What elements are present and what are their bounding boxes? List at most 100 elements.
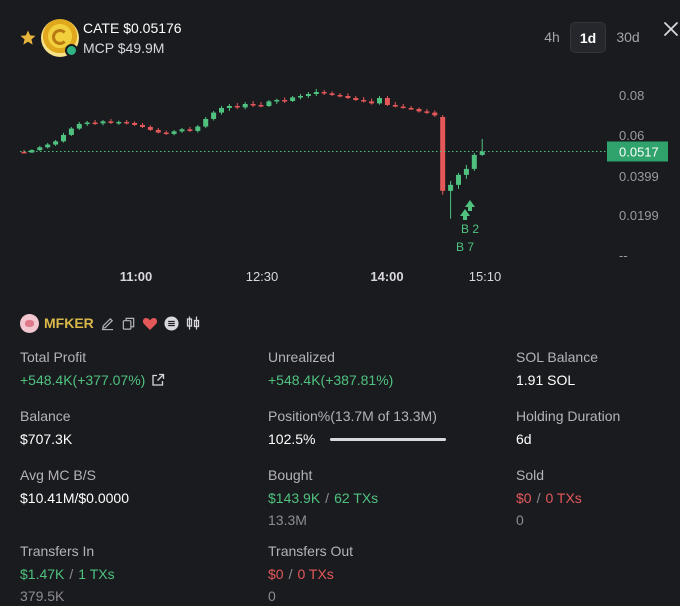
candle-body[interactable] [266, 101, 272, 106]
candle-body[interactable] [471, 154, 477, 169]
candle-body[interactable] [463, 168, 469, 175]
candle-body[interactable] [400, 106, 406, 109]
stat-holding-duration: Holding Duration 6d [516, 408, 621, 447]
stat-balance: Balance $707.3K [20, 408, 73, 447]
candle-body[interactable] [140, 124, 145, 127]
candle-body[interactable] [29, 150, 35, 153]
candle-body[interactable] [92, 122, 98, 125]
candle-body[interactable] [179, 129, 185, 132]
candle-body[interactable] [211, 112, 217, 119]
close-icon[interactable] [662, 20, 680, 38]
candle-body[interactable] [424, 111, 430, 113]
candle-body[interactable] [298, 95, 303, 98]
bought-sub: 13.3M [268, 512, 307, 528]
candle-body[interactable] [116, 121, 122, 124]
timeframe-4h[interactable]: 4h [544, 29, 560, 45]
candle-body[interactable] [313, 92, 319, 95]
trader-name[interactable]: MFKER [44, 315, 94, 331]
candle-body[interactable] [147, 126, 153, 130]
list-icon[interactable] [164, 315, 179, 331]
candle-body[interactable] [258, 104, 264, 107]
candle-body[interactable] [305, 94, 311, 96]
candle-body[interactable] [155, 129, 161, 133]
candle-body[interactable] [124, 121, 130, 124]
candle-body[interactable] [76, 123, 82, 129]
stat-bought: Bought $143.9K / 62 TXs 13.3M [268, 467, 379, 528]
candle-body[interactable] [234, 105, 240, 108]
candle-body[interactable] [45, 144, 51, 148]
current-price-label: 0.0517 [619, 145, 659, 160]
candle-body[interactable] [369, 101, 375, 104]
timeframe-30d[interactable]: 30d [616, 29, 640, 45]
candle-body[interactable] [416, 108, 422, 112]
x-tick-label: 15:10 [469, 269, 502, 284]
candle-body[interactable] [68, 128, 74, 135]
current-price-tag [607, 141, 668, 162]
candle-body[interactable] [108, 121, 114, 123]
candle-body[interactable] [84, 122, 90, 125]
candle-body[interactable] [61, 134, 66, 142]
candle-body[interactable] [171, 131, 177, 134]
candle-body[interactable] [219, 107, 224, 113]
stat-unrealized: Unrealized +548.4K(+387.81%) [268, 349, 394, 388]
stat-avg-mc: Avg MC B/S $10.41M/$0.0000 [20, 467, 129, 506]
candle-body[interactable] [392, 104, 398, 107]
unrealized-value: +548.4K(+387.81%) [268, 372, 394, 388]
candle-body[interactable] [37, 147, 43, 151]
stat-sold: Sold $0 / 0 TXs 0 [516, 467, 582, 528]
candle-body[interactable] [448, 184, 454, 191]
candle-body[interactable] [329, 93, 335, 95]
candle-body[interactable] [456, 174, 461, 185]
candle-body[interactable] [53, 141, 59, 145]
buy-marker-label: B 2 [461, 222, 479, 236]
candles-icon[interactable] [185, 315, 201, 331]
candle-body[interactable] [432, 112, 438, 116]
sold-sub: 0 [516, 512, 524, 528]
token-title: CATE $0.05176 [83, 20, 182, 36]
candle-body[interactable] [163, 132, 169, 135]
edit-icon[interactable] [100, 316, 115, 331]
stat-transfers-in: Transfers In $1.47K / 1 TXs 379.5K [20, 543, 115, 604]
candle-body[interactable] [187, 129, 193, 131]
candle-body[interactable] [226, 105, 232, 108]
bought-amount: $143.9K [268, 490, 321, 506]
candle-body[interactable] [345, 95, 351, 98]
price-chart[interactable]: 0.0517 0.08 0.06 0.0399 0.0199 -- 11:00 12:30 14… [0, 70, 680, 292]
candle-body[interactable] [132, 122, 138, 125]
y-tick-label: 0.08 [619, 88, 644, 103]
candle-body[interactable] [290, 97, 296, 101]
candle-body[interactable] [408, 107, 414, 110]
candle-body[interactable] [21, 151, 27, 154]
buy-marker-arrow[interactable] [460, 209, 470, 220]
candle-body[interactable] [242, 103, 248, 108]
token-logo [41, 19, 79, 57]
y-tick-label: 0.06 [619, 128, 644, 143]
candle-body[interactable] [100, 121, 106, 124]
candle-body[interactable] [250, 103, 256, 106]
external-link-icon[interactable] [151, 373, 165, 387]
sol-balance-value: 1.91 SOL [516, 372, 576, 388]
candle-body[interactable] [203, 118, 209, 127]
position-value: 102.5% [268, 431, 316, 447]
stat-sol-balance: SOL Balance 1.91 SOL [516, 349, 598, 388]
stat-position: Position%(13.7M of 13.3M) 102.5% [268, 408, 447, 447]
timeframe-1d[interactable]: 1d [570, 22, 606, 53]
candle-body[interactable] [274, 99, 280, 102]
y-tick-label: 0.0199 [619, 208, 659, 223]
avg-mc-value: $10.41M/$0.0000 [20, 490, 129, 506]
star-icon[interactable] [19, 29, 37, 47]
candle-body[interactable] [337, 95, 343, 97]
candle-body[interactable] [377, 97, 382, 104]
candle-body[interactable] [440, 116, 446, 191]
candle-body[interactable] [353, 97, 359, 100]
candle-body[interactable] [321, 92, 327, 94]
heart-icon[interactable] [142, 316, 158, 331]
candle-body[interactable] [282, 99, 288, 102]
transfers-out-txs: 0 TXs [297, 566, 334, 582]
copy-icon[interactable] [121, 316, 136, 331]
candle-body[interactable] [361, 99, 367, 102]
candle-body[interactable] [384, 97, 390, 105]
buy-marker-arrow[interactable] [465, 200, 475, 211]
candle-body[interactable] [479, 151, 485, 155]
candle-body[interactable] [195, 126, 201, 131]
